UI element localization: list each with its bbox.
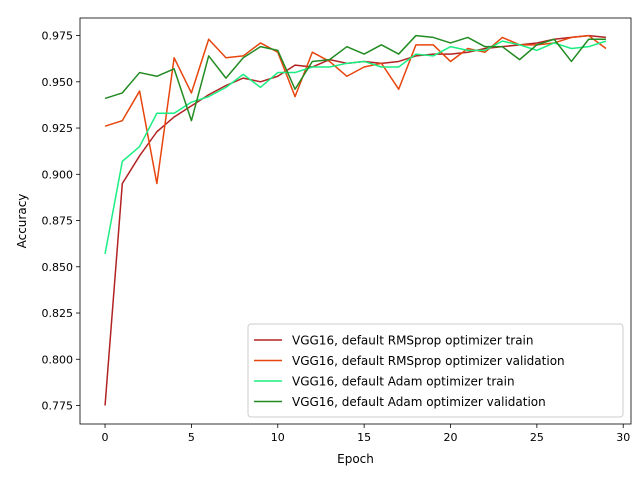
y-axis-label: Accuracy — [15, 194, 29, 249]
legend-box — [247, 323, 624, 418]
series-line-2 — [104, 34, 607, 185]
legend-items: VGG16, default RMSprop optimizer train VG… — [254, 334, 565, 409]
y-tick-label: 0.800 — [42, 353, 74, 366]
x-axis-ticks: 0 5 10 15 20 25 30 — [102, 424, 630, 444]
plot-frame — [79, 17, 632, 425]
x-tick-label: 5 — [188, 431, 195, 444]
series-line-4 — [104, 34, 606, 122]
y-tick-label: 0.775 — [42, 400, 74, 413]
y-tick-label: 0.875 — [42, 215, 74, 228]
x-tick-label: 0 — [102, 431, 109, 444]
x-tick-label: 30 — [616, 431, 630, 444]
y-tick-label: 0.825 — [42, 307, 74, 320]
legend-label: VGG16, default RMSprop optimizer train — [292, 334, 534, 348]
y-tick-label: 0.975 — [42, 30, 74, 43]
x-tick-label: 20 — [444, 431, 458, 444]
legend-label: VGG16, default RMSprop optimizer validat… — [292, 354, 565, 368]
y-tick-label: 0.950 — [42, 76, 74, 89]
y-tick-label: 0.925 — [42, 122, 74, 135]
x-tick-label: 10 — [271, 431, 285, 444]
y-tick-label: 0.850 — [42, 261, 74, 274]
x-axis-label: Epoch — [337, 452, 374, 466]
legend: VGG16, default RMSprop optimizer train VG… — [247, 323, 624, 418]
series-layer — [104, 34, 607, 406]
y-axis-ticks: 0.775 0.800 0.825 0.850 0.875 0.900 0.925 0.950… — [42, 30, 80, 413]
legend-label: VGG16, default Adam optimizer validation — [292, 395, 546, 409]
series-line-3 — [104, 40, 607, 254]
y-tick-label: 0.900 — [42, 168, 74, 181]
x-tick-label: 25 — [530, 431, 544, 444]
x-tick-label: 15 — [357, 431, 371, 444]
legend-label: VGG16, default Adam optimizer train — [292, 375, 515, 389]
